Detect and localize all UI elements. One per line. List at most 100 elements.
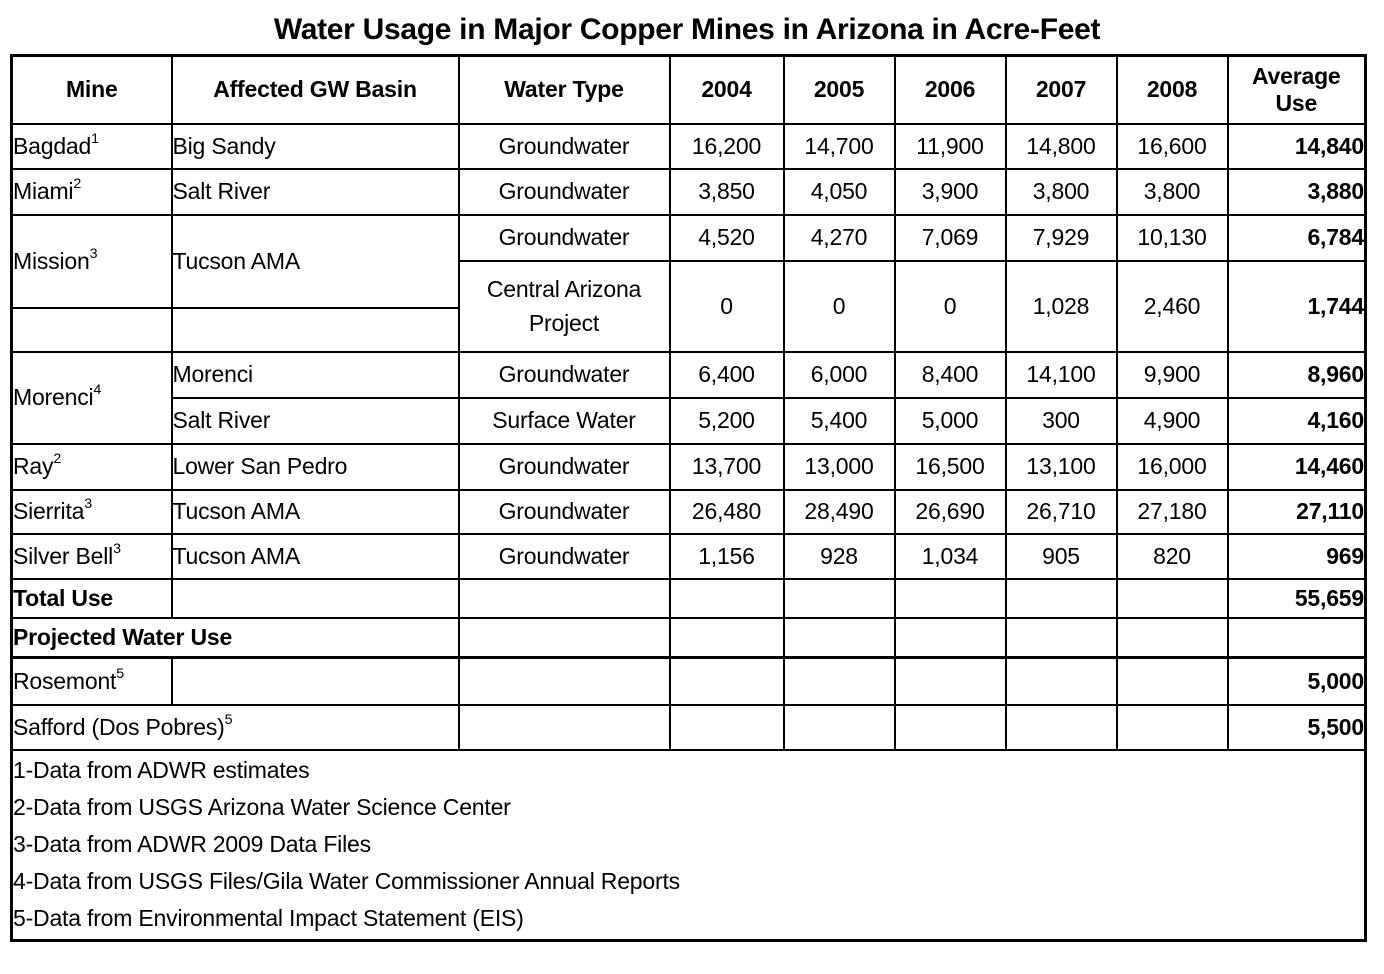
table-row-sierrita: Sierrita3 Tucson AMA Groundwater 26,480 … (10, 488, 1367, 535)
empty-cell (893, 656, 1007, 706)
mine-cell: Bagdad1 (10, 122, 173, 170)
empty-cell (668, 703, 785, 751)
table-row-silver-bell: Silver Bell3 Tucson AMA Groundwater 1,15… (10, 532, 1367, 580)
empty-cell (1004, 616, 1118, 659)
footnote-marker: 3 (113, 540, 121, 557)
empty-cell (1115, 616, 1229, 659)
mine-cell: Silver Bell3 (10, 532, 173, 580)
empty-cell (1004, 577, 1118, 619)
table-row-mission-empty (10, 306, 1366, 353)
table-row-ray: Ray2 Lower San Pedro Groundwater 13,700 … (10, 442, 1367, 491)
empty-cell (782, 577, 896, 619)
empty-cell (668, 616, 785, 659)
year-value-cell: 300 (1004, 396, 1118, 445)
water-type-cell: Groundwater (457, 488, 671, 535)
empty-cell (668, 656, 785, 706)
average-cell: 14,460 (1226, 442, 1367, 491)
empty-cell (782, 656, 896, 706)
average-cell: 8,960 (1226, 350, 1367, 399)
year-value-cell: 5,400 (782, 396, 896, 445)
year-value-cell: 16,500 (893, 442, 1007, 491)
empty-cell (457, 577, 671, 619)
mine-name: Silver Bell (13, 542, 114, 569)
year-value-cell: 5,200 (668, 396, 785, 445)
column-header-2007: 2007 (1004, 54, 1118, 125)
water-usage-table: Mine Affected GW Basin Water Type 2004 2… (10, 54, 1367, 942)
empty-cell (1115, 656, 1229, 706)
year-value-cell: 26,480 (668, 488, 785, 535)
year-value-cell: 13,700 (668, 442, 785, 491)
table-row-total-use: Total Use 55,659 (10, 577, 1367, 619)
water-type-cell: Central Arizona Project (457, 259, 671, 353)
table-row-rosemont: Rosemont5 5,000 (10, 656, 1367, 706)
year-value-cell: 26,690 (893, 488, 1007, 535)
footnote-line: 5-Data from Environmental Impact Stateme… (13, 905, 524, 932)
basin-cell: Morenci (170, 350, 460, 399)
mine-name: Sierrita (13, 498, 85, 524)
footnote-marker: 5 (224, 711, 233, 728)
year-value-cell: 0 (782, 259, 896, 353)
table-row-morenci-surface: Salt River Surface Water 5,200 5,400 5,0… (12, 396, 1367, 445)
footnote-line: 1-Data from ADWR estimates (13, 757, 310, 784)
year-value-cell: 16,000 (1115, 442, 1229, 491)
mine-name: Miami (13, 178, 74, 204)
table-row-mission-groundwater: Mission3 Tucson AMA Groundwater 4,520 4,… (10, 213, 1367, 309)
mine-cell: Ray2 (10, 442, 173, 491)
mine-name: Safford (Dos Pobres) (13, 713, 225, 740)
empty-cell (782, 616, 896, 659)
year-value-cell: 4,520 (668, 213, 785, 262)
empty-cell (893, 577, 1007, 619)
page-title: Water Usage in Major Copper Mines in Ari… (273, 13, 1101, 46)
water-type-cell: Groundwater (457, 532, 671, 580)
footnote-marker: 5 (116, 665, 124, 682)
column-header-2006: 2006 (893, 54, 1007, 125)
empty-cell (457, 703, 671, 751)
year-value-cell: 8,400 (893, 350, 1007, 399)
footnote-marker: 4 (93, 382, 102, 399)
average-cell: 14,840 (1226, 122, 1367, 170)
empty-cell (1226, 616, 1367, 659)
empty-cell (782, 703, 896, 751)
water-type-cell: Groundwater (457, 213, 671, 262)
table-row-projected-water-use: Projected Water Use (10, 616, 1367, 659)
water-type-cell: Groundwater (457, 442, 671, 491)
footnote-marker: 3 (89, 245, 98, 262)
empty-cell (1115, 703, 1229, 751)
table-row-mission-cap: Central Arizona Project 0 0 0 1,028 2,46… (12, 259, 1367, 353)
mine-name: Rosemont (13, 667, 117, 694)
year-value-cell: 3,900 (893, 167, 1007, 216)
header-row: Mine Affected GW Basin Water Type 2004 2… (10, 54, 1367, 125)
year-value-cell: 3,850 (668, 167, 785, 216)
footnotes-block: 1-Data from ADWR estimates 2-Data from U… (10, 748, 1367, 942)
year-value-cell: 28,490 (782, 488, 896, 535)
mine-cell: Rosemont5 (10, 656, 173, 706)
average-cell: 1,744 (1226, 259, 1367, 353)
basin-cell: Salt River (170, 167, 460, 216)
year-value-cell: 7,069 (893, 213, 1007, 262)
year-value-cell: 3,800 (1004, 167, 1118, 216)
mine-cell: Miami2 (10, 167, 173, 216)
footnote-marker: 3 (84, 496, 92, 513)
footnote-line: 2-Data from USGS Arizona Water Science C… (13, 794, 511, 821)
mine-name: Bagdad (13, 132, 92, 159)
footnote-marker: 2 (73, 176, 82, 193)
empty-cell (893, 616, 1007, 659)
year-value-cell: 905 (1004, 532, 1118, 580)
footnote-line: 4-Data from USGS Files/Gila Water Commis… (13, 868, 681, 895)
year-value-cell: 16,600 (1115, 122, 1229, 170)
year-value-cell: 1,028 (1004, 259, 1118, 353)
mine-cell: Safford (Dos Pobres)5 (10, 703, 460, 751)
year-value-cell: 1,156 (668, 532, 785, 580)
column-header-mine: Mine (10, 54, 173, 125)
year-value-cell: 6,000 (782, 350, 896, 399)
year-value-cell: 2,460 (1115, 259, 1229, 353)
average-cell: 5,000 (1226, 656, 1367, 706)
year-value-cell: 26,710 (1004, 488, 1118, 535)
year-value-cell: 27,180 (1115, 488, 1229, 535)
projected-water-use-label-cell: Projected Water Use (10, 616, 460, 659)
table-row-footnotes: 1-Data from ADWR estimates 2-Data from U… (10, 748, 1367, 942)
year-value-cell: 5,000 (893, 396, 1007, 445)
year-value-cell: 9,900 (1115, 350, 1229, 399)
year-value-cell: 7,929 (1004, 213, 1118, 262)
